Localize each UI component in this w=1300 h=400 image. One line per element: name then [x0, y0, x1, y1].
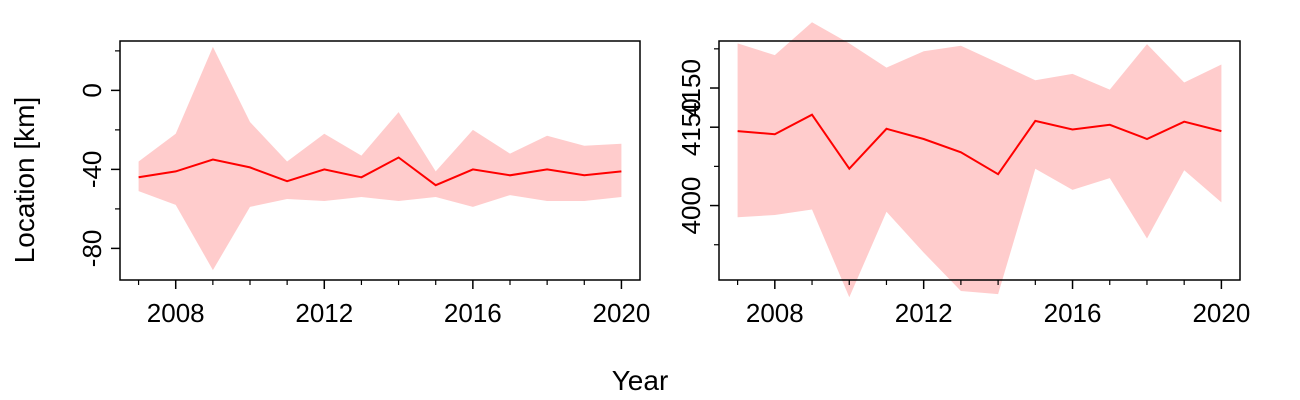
- x-tick-label: 2020: [1192, 298, 1250, 328]
- y-tick-label: -40: [77, 151, 107, 189]
- x-tick-label: 2008: [746, 298, 804, 328]
- y-axis-title: Location [km]: [9, 97, 40, 264]
- y-tick-label: 0: [77, 83, 107, 97]
- x-tick-label: 2020: [593, 298, 651, 328]
- x-tick-label: 2012: [895, 298, 953, 328]
- y-tick-label: 4150: [676, 59, 706, 117]
- y-tick-label: 4150: [676, 98, 706, 156]
- left-panel: 2008 2012 2016 2020 -80 -40 0: [77, 40, 651, 328]
- x-tick-label: 2016: [444, 298, 502, 328]
- x-tick-label: 2008: [147, 298, 205, 328]
- confidence-band: [737, 22, 1222, 298]
- x-tick-label: 2012: [295, 298, 353, 328]
- plot-frame: [718, 40, 1241, 281]
- confidence-band: [138, 46, 622, 271]
- series-line: [138, 156, 622, 187]
- plot-frame: [119, 40, 641, 281]
- x-axis-title: Year: [612, 365, 669, 396]
- x-tick-label: 2016: [1044, 298, 1102, 328]
- y-tick-label: 4000: [676, 177, 706, 235]
- y-tick-label: -80: [77, 230, 107, 268]
- series-line: [737, 113, 1222, 176]
